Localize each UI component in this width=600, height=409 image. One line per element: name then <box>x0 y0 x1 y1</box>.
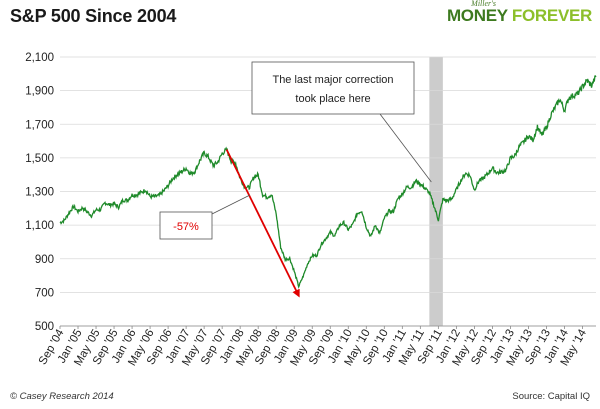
drawdown-label: -57% <box>173 221 199 233</box>
callout-text-line-1: The last major correction <box>272 74 393 86</box>
y-tick-label: 1,900 <box>25 86 54 98</box>
drawdown-pointer-line <box>211 194 251 215</box>
drawdown-arrow <box>225 149 300 298</box>
footer-source: Source: Capital IQ <box>512 391 590 402</box>
y-tick-label: 700 <box>35 287 54 299</box>
y-tick-label: 1,500 <box>25 153 54 165</box>
brand-millers: Miller's <box>471 0 496 8</box>
y-tick-label: 500 <box>35 321 54 333</box>
brand-logo: Miller's MONEY FOREVER <box>447 0 592 26</box>
brand-forever: FOREVER <box>511 6 592 25</box>
callout-text-line-2: took place here <box>295 93 370 105</box>
y-tick-label: 1,300 <box>25 187 54 199</box>
correction-callout-box <box>251 61 415 115</box>
y-tick-label: 1,700 <box>25 119 54 131</box>
chart-title: S&P 500 Since 2004 <box>10 6 177 26</box>
brand-money: MONEY <box>446 6 508 25</box>
y-tick-label: 900 <box>35 254 54 266</box>
brand-wordmark: MONEY FOREVER <box>447 6 592 26</box>
sp500-series-line <box>59 75 597 289</box>
y-tick-label: 2,100 <box>25 52 54 64</box>
drawdown-label-box <box>159 211 213 240</box>
y-tick-label: 1,100 <box>25 220 54 232</box>
footer-copyright: © Casey Research 2014 <box>10 391 114 402</box>
callout-pointer-line <box>379 113 432 183</box>
